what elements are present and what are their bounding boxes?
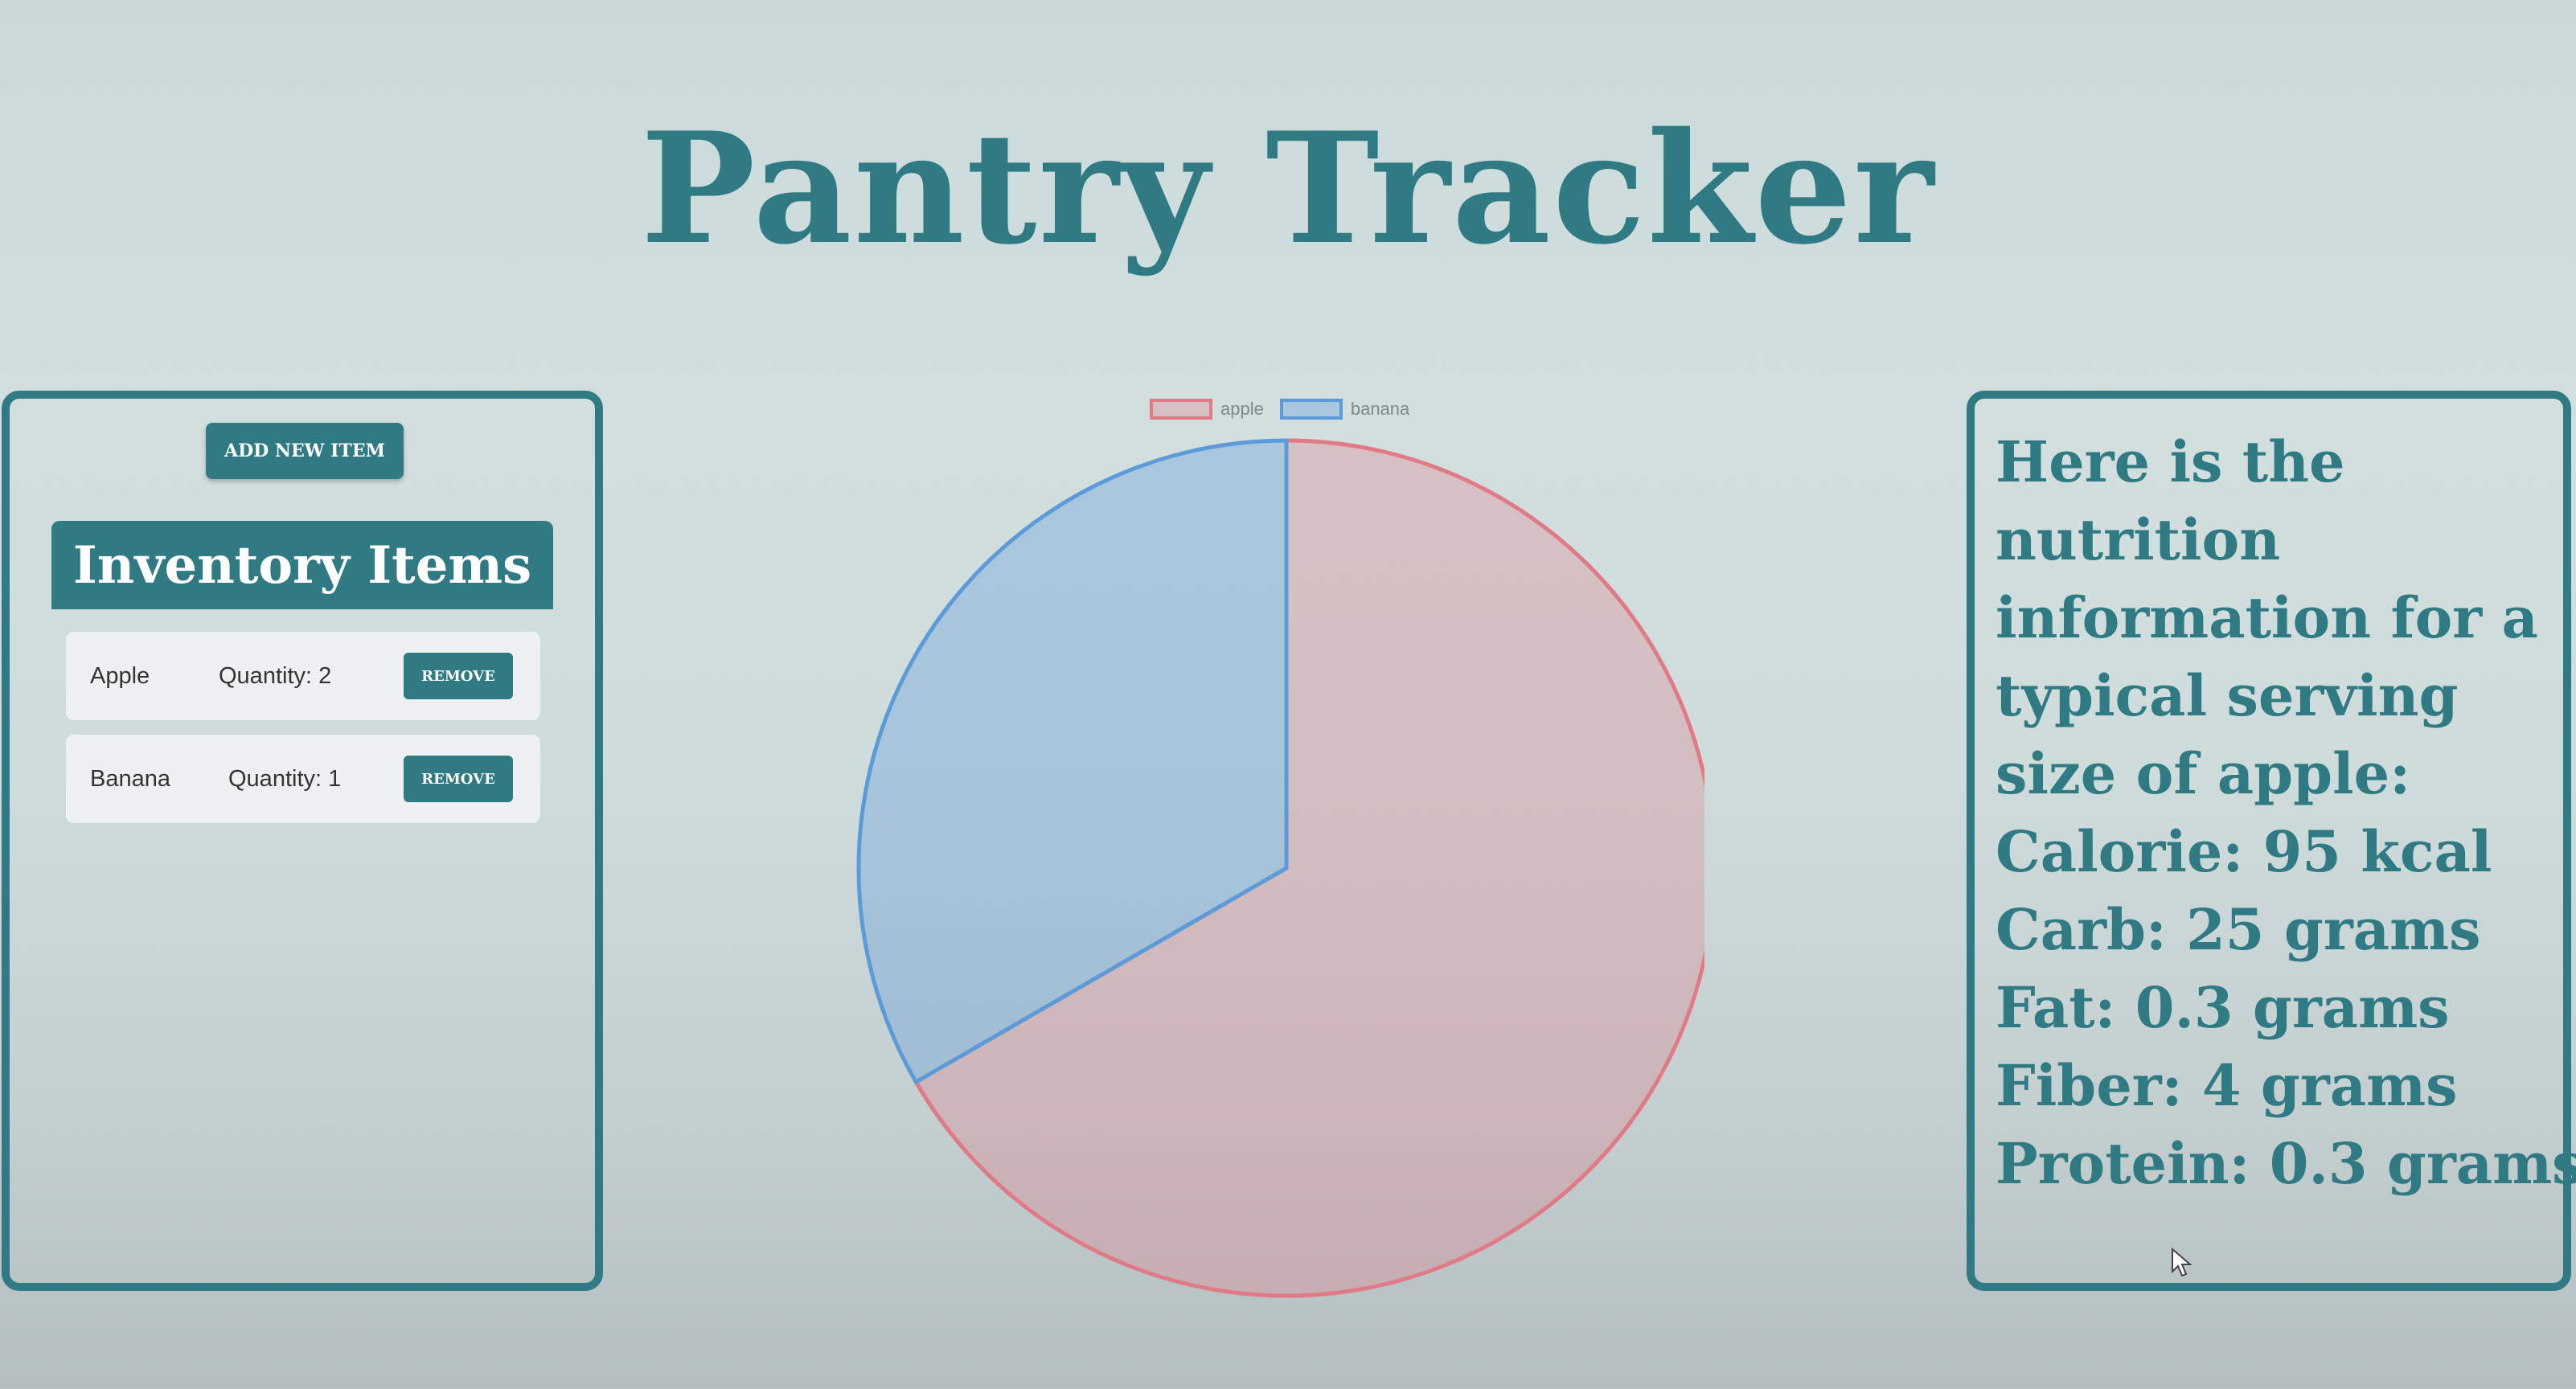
- remove-button[interactable]: REMOVE: [404, 653, 513, 699]
- nutrition-panel: Here is the nutrition information for a typ…: [1967, 391, 2576, 1291]
- chart-legend: apple banana: [1150, 399, 1425, 420]
- inventory-header: Inventory Items: [51, 521, 553, 609]
- nutrition-line: size of apple:: [1996, 740, 2411, 807]
- nutrition-line: Fat: 0.3 grams: [1996, 974, 2450, 1041]
- item-name: Apple: [90, 663, 150, 689]
- nutrition-line: Here is the: [1996, 428, 2345, 495]
- pie-slice-apple[interactable]: [913, 438, 1704, 1298]
- nutrition-line: Fiber: 4 grams: [1996, 1052, 2458, 1119]
- nutrition-line: Protein: 0.3 grams: [1996, 1130, 2576, 1197]
- legend-label: apple: [1220, 399, 1264, 419]
- nutrition-line: Calorie: 95 kcal: [1996, 818, 2492, 885]
- item-name: Banana: [90, 766, 170, 792]
- legend-item-apple[interactable]: apple: [1150, 399, 1264, 420]
- legend-swatch: [1279, 399, 1343, 420]
- add-new-item-button[interactable]: ADD NEW ITEM: [206, 423, 404, 479]
- nutrition-info: Here is the nutrition information for a typ…: [1996, 423, 2576, 1203]
- pie-slice-banana[interactable]: [856, 438, 1289, 1085]
- list-item: Banana Quantity: 1 REMOVE: [66, 735, 540, 823]
- item-quantity: Quantity: 2: [219, 663, 332, 689]
- nutrition-line: nutrition: [1996, 506, 2281, 573]
- legend-swatch: [1150, 399, 1212, 420]
- pie-chart: [856, 438, 1704, 1298]
- inventory-panel: ADD NEW ITEM Inventory Items Apple Quant…: [2, 391, 603, 1291]
- item-quantity: Quantity: 1: [228, 766, 342, 792]
- remove-button[interactable]: REMOVE: [404, 756, 513, 802]
- list-item: Apple Quantity: 2 REMOVE: [66, 632, 540, 720]
- legend-item-banana[interactable]: banana: [1279, 399, 1410, 420]
- page-title: Pantry Tracker: [640, 99, 1936, 278]
- nutrition-line: information for a: [1996, 584, 2538, 651]
- nutrition-line: Carb: 25 grams: [1996, 896, 2481, 963]
- nutrition-line: typical serving: [1996, 662, 2459, 729]
- legend-label: banana: [1350, 399, 1410, 419]
- mouse-cursor-icon: [2172, 1248, 2192, 1277]
